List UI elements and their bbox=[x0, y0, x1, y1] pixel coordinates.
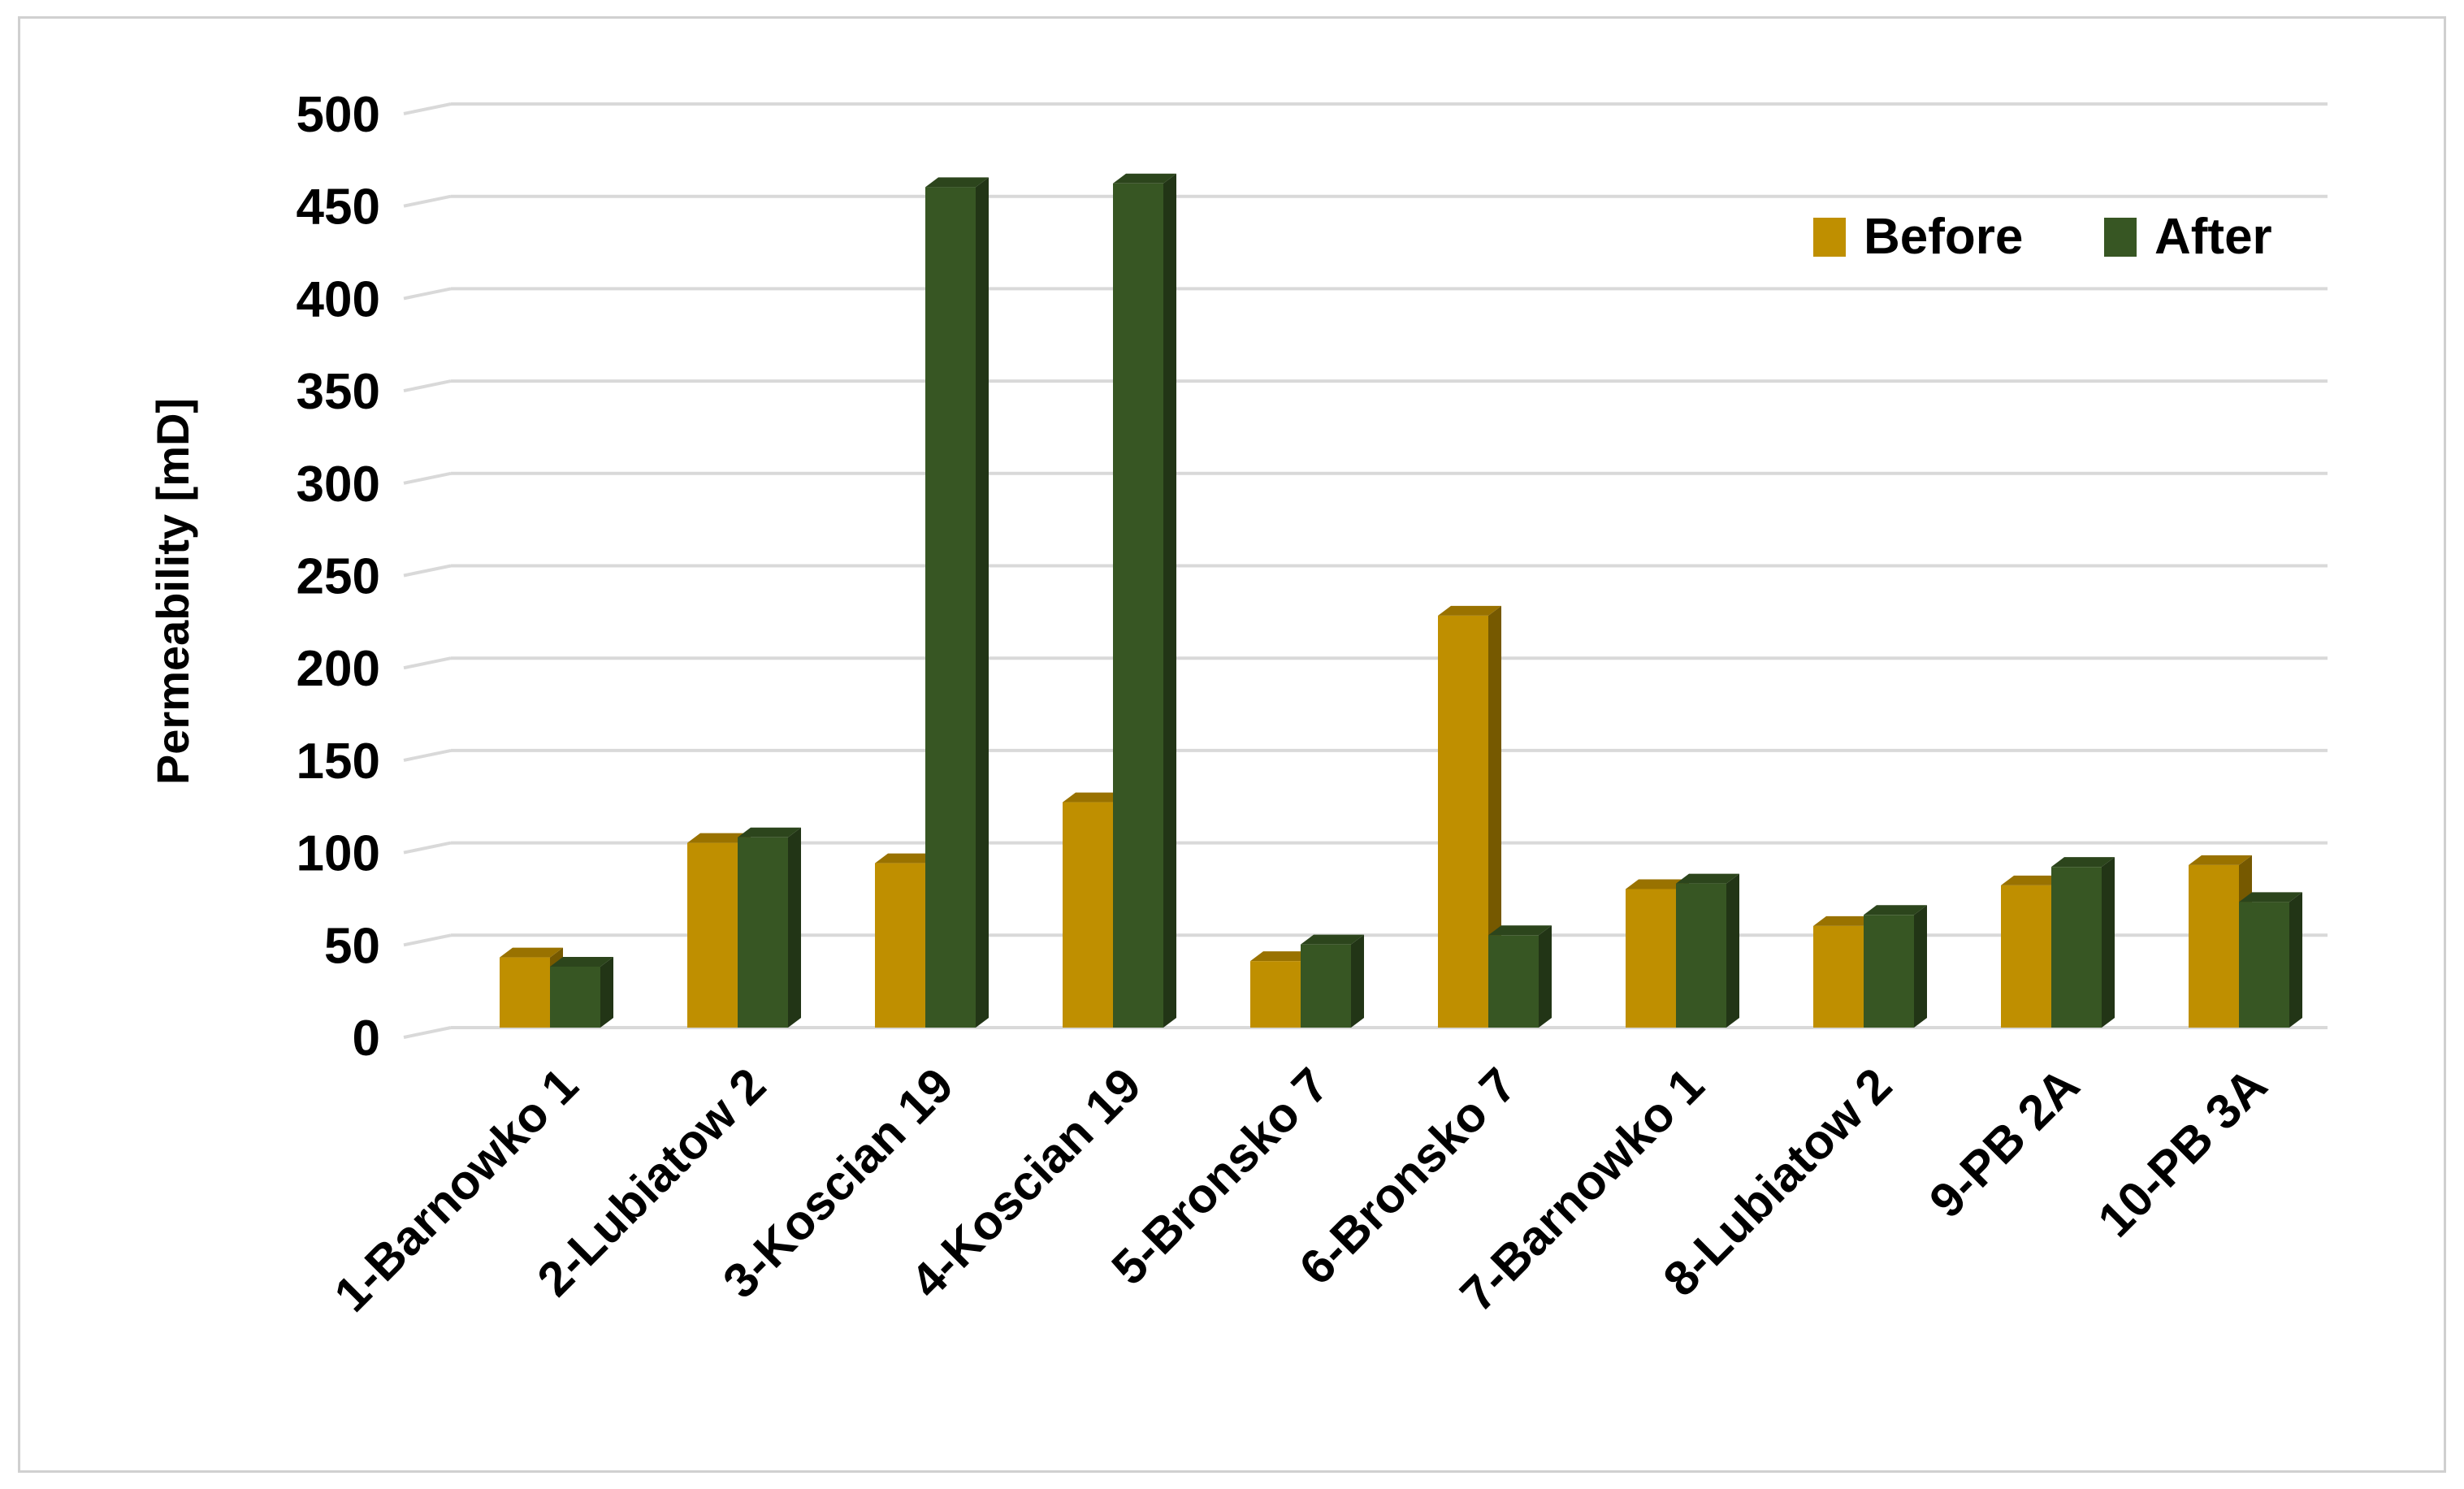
bar-front bbox=[500, 957, 550, 1028]
y-axis-ticks: 0 50 100 150 200 250 300 350 400 450 500 bbox=[297, 87, 380, 1067]
bar-after bbox=[738, 827, 801, 1028]
bar-side bbox=[976, 177, 989, 1028]
bar-front bbox=[1063, 802, 1113, 1028]
bar-top bbox=[500, 947, 563, 958]
bar-front bbox=[1250, 961, 1301, 1028]
bar-side bbox=[1163, 173, 1176, 1028]
bar-front bbox=[2051, 867, 2102, 1028]
bar-top bbox=[550, 956, 613, 967]
y-tick-label: 200 bbox=[297, 641, 380, 697]
bar-top bbox=[1626, 879, 1689, 890]
gridline-depth bbox=[403, 102, 452, 115]
y-tick-label: 350 bbox=[297, 364, 380, 420]
bar-side bbox=[600, 956, 613, 1028]
y-tick-label: 500 bbox=[297, 87, 380, 143]
bar-front bbox=[2001, 885, 2051, 1028]
bar-front bbox=[875, 863, 925, 1028]
bar-top bbox=[1864, 905, 1927, 915]
gridline-depth bbox=[403, 194, 452, 208]
bar-before bbox=[1438, 605, 1501, 1028]
bar-after bbox=[1113, 173, 1176, 1028]
gridline-depth bbox=[403, 841, 452, 855]
gridline-depth bbox=[403, 471, 452, 485]
bar-side bbox=[1914, 905, 1927, 1028]
bar-front bbox=[1676, 883, 1726, 1028]
legend-label-before: Before bbox=[1864, 209, 2023, 265]
bar-side bbox=[788, 827, 801, 1028]
bar-top bbox=[1488, 925, 1552, 936]
y-tick-label: 400 bbox=[297, 271, 380, 327]
bar-front bbox=[1301, 944, 1351, 1028]
bar-side bbox=[1488, 605, 1501, 1028]
bars bbox=[500, 173, 2302, 1028]
bar-front bbox=[1626, 889, 1676, 1028]
legend-swatch-after bbox=[2104, 218, 2137, 257]
bar-after bbox=[1676, 873, 1739, 1028]
bar-top bbox=[1301, 934, 1364, 945]
legend: Before After bbox=[1813, 209, 2272, 265]
x-tick-label: 10-PB 3A bbox=[2088, 1058, 2278, 1248]
gridline-depth bbox=[403, 656, 452, 670]
legend-label-after: After bbox=[2154, 209, 2272, 265]
y-axis-title: Permeability [mD] bbox=[147, 398, 198, 785]
bar-top bbox=[1250, 951, 1314, 962]
bar-top bbox=[1113, 173, 1176, 184]
bar-top bbox=[1676, 873, 1739, 884]
bar-side bbox=[1351, 934, 1364, 1028]
y-tick-label: 150 bbox=[297, 734, 380, 790]
bar-top bbox=[875, 853, 938, 864]
bar-front bbox=[1864, 915, 1914, 1028]
bar-front bbox=[2189, 864, 2239, 1028]
y-tick-label: 100 bbox=[297, 826, 380, 882]
bar-top bbox=[1438, 605, 1501, 616]
bar-after bbox=[550, 956, 613, 1028]
bar-after bbox=[2239, 892, 2302, 1028]
gridline-depth bbox=[403, 933, 452, 947]
bar-front bbox=[2239, 902, 2289, 1028]
bar-after bbox=[1864, 905, 1927, 1028]
bar-front bbox=[1488, 935, 1539, 1028]
bar-front bbox=[738, 837, 788, 1028]
bar-after bbox=[1301, 934, 1364, 1028]
bar-after bbox=[2051, 857, 2115, 1028]
bar-after bbox=[925, 177, 989, 1028]
gridline-depth bbox=[403, 379, 452, 393]
chart-frame bbox=[18, 16, 2446, 1473]
legend-swatch-before bbox=[1813, 218, 1846, 257]
gridline-depth bbox=[403, 287, 452, 301]
y-tick-label: 0 bbox=[353, 1011, 380, 1067]
bar-front bbox=[687, 842, 738, 1028]
y-tick-label: 50 bbox=[324, 918, 380, 974]
y-tick-label: 300 bbox=[297, 457, 380, 513]
y-tick-label: 450 bbox=[297, 180, 380, 236]
bar-top bbox=[2051, 857, 2115, 868]
y-tick-label: 250 bbox=[297, 549, 380, 605]
bar-front bbox=[1438, 615, 1488, 1028]
x-tick-label: 9-PB 2A bbox=[1919, 1058, 2089, 1228]
bar-side bbox=[1726, 873, 1739, 1028]
bar-front bbox=[1113, 183, 1163, 1028]
bar-side bbox=[2289, 892, 2302, 1028]
bar-top bbox=[738, 827, 801, 838]
bar-top bbox=[925, 177, 989, 188]
bar-top bbox=[1063, 792, 1126, 803]
bar-front bbox=[925, 187, 976, 1028]
bar-top bbox=[687, 833, 751, 843]
gridline-depth bbox=[403, 1026, 452, 1039]
x-axis-ticks: 1-Barnowko 12-Lubiatow 23-Koscian 194-Ko… bbox=[324, 1058, 2278, 1322]
bar-front bbox=[550, 966, 600, 1028]
bar-side bbox=[2102, 857, 2115, 1028]
bar-side bbox=[1539, 925, 1552, 1028]
gridline-depth bbox=[403, 564, 452, 578]
bar-top bbox=[1813, 915, 1877, 926]
bar-front bbox=[1813, 925, 1864, 1028]
bar-top bbox=[2189, 855, 2252, 865]
bar-top bbox=[2001, 875, 2064, 885]
bar-top bbox=[2239, 892, 2302, 902]
gridline-depth bbox=[403, 748, 452, 762]
bar-after bbox=[1488, 925, 1552, 1028]
